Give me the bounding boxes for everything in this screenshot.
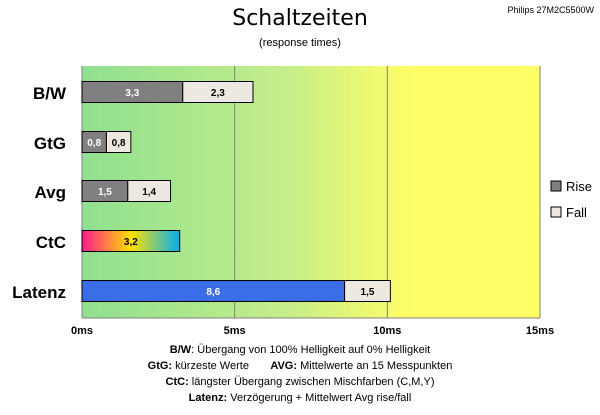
note-ctc: CtC: längster Übergang zwischen Mischfar… — [165, 376, 435, 388]
note-gtg-avg: GtG: kürzeste Werte AVG: Mittelwerte an … — [147, 360, 453, 372]
x-tick-label: 0ms — [71, 325, 93, 337]
latenz-avg-label: 1,5 — [361, 287, 375, 298]
fall-value-label: 1,4 — [142, 187, 156, 198]
rise-value-label: 0,8 — [87, 138, 101, 149]
chart-subtitle: (response times) — [259, 37, 341, 49]
chart-title: Schaltzeiten — [232, 6, 368, 31]
latenz-delay-label: 8,6 — [206, 287, 220, 298]
category-label: B/W — [33, 84, 67, 103]
note-bw: B/W: Übergang von 100% Helligkeit auf 0%… — [169, 344, 431, 356]
rise-value-label: 1,5 — [98, 187, 112, 198]
legend-swatch — [550, 206, 562, 218]
latenz-avg-bar — [344, 280, 391, 302]
legend-swatch — [550, 180, 562, 192]
rise-value-label: 3,3 — [125, 88, 139, 99]
category-label: GtG — [34, 134, 66, 153]
monitor-model-label: Philips 27M2C5500W — [507, 5, 594, 15]
fall-bar — [105, 131, 132, 153]
chart-notes: B/W: Übergang von 100% Helligkeit auf 0%… — [0, 342, 600, 406]
ctc-bar — [81, 230, 181, 252]
ctc-value-label: 3,2 — [124, 237, 138, 248]
category-label: Latenz — [12, 283, 66, 302]
category-label: Avg — [35, 183, 67, 202]
fall-value-label: 2,3 — [211, 88, 225, 99]
category-label: CtC — [36, 233, 66, 252]
x-tick-label: 15ms — [526, 325, 554, 337]
legend-label: Fall — [566, 205, 587, 220]
bar-chart: 0ms 5ms 10ms 15ms B/W GtG Avg CtC Latenz 3,3 2,3 0,… — [12, 66, 592, 337]
fall-value-label: 0,8 — [112, 138, 126, 149]
legend-label: Rise — [566, 179, 592, 194]
fall-bar — [127, 180, 172, 202]
x-tick-label: 10ms — [373, 325, 401, 337]
x-tick-label: 5ms — [224, 325, 246, 337]
note-latenz: Latenz: Verzögerung + Mittelwert Avg ris… — [188, 392, 412, 404]
fall-bar — [182, 81, 254, 103]
